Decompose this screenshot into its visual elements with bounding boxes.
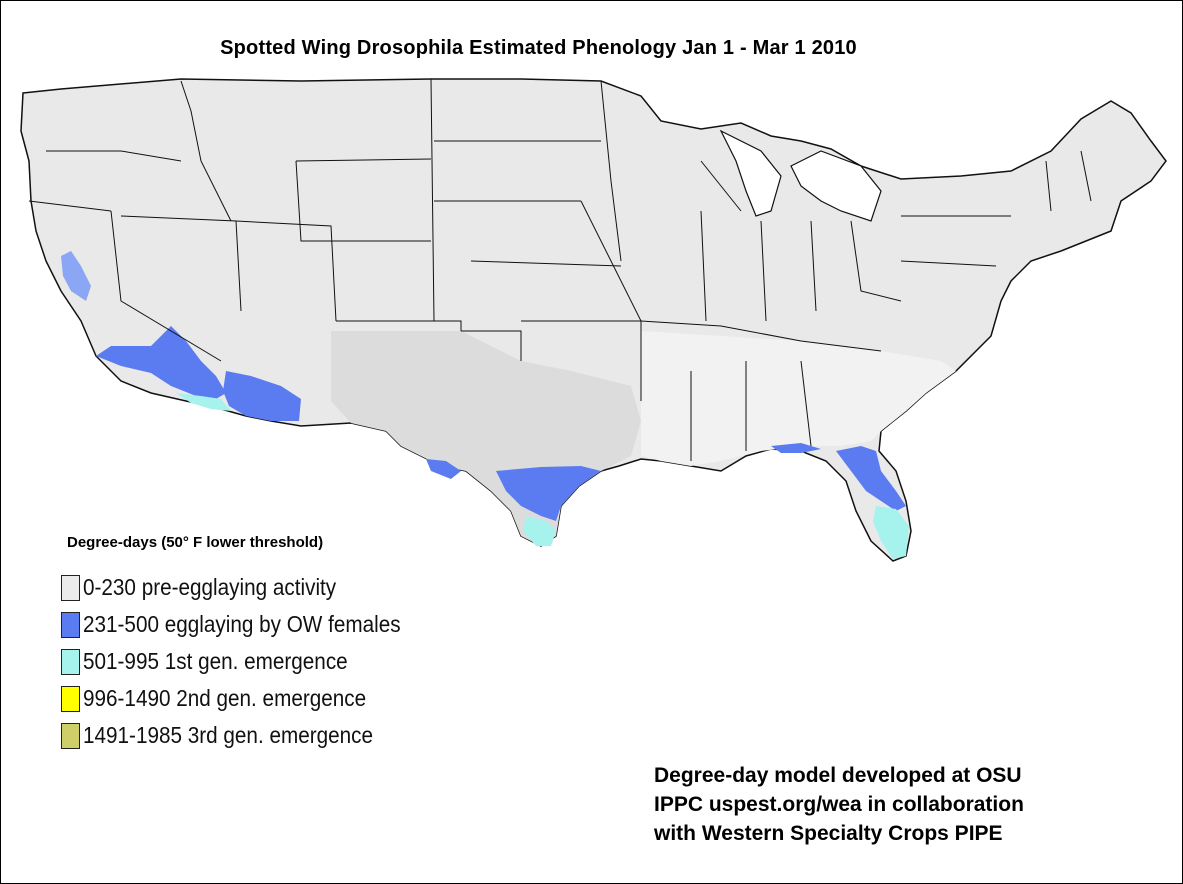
- credits-line-1: IPPC uspest.org/wea in collaboration: [654, 793, 1024, 816]
- state-borders: [28, 78, 1092, 461]
- legend: 0-230 pre-egglaying activity 231-500 egg…: [61, 569, 436, 754]
- legend-label-3: 996-1490 2nd gen. emergence: [83, 685, 367, 711]
- legend-item-2: 501-995 1st gen. emergence: [61, 643, 436, 680]
- legend-item-0: 0-230 pre-egglaying activity: [61, 569, 436, 606]
- zone-texas-south: [496, 466, 601, 521]
- legend-title: Degree-days (50° F lower threshold): [67, 534, 324, 551]
- zone-gulf-coast: [771, 443, 821, 453]
- legend-label-2: 501-995 1st gen. emergence: [83, 648, 348, 674]
- legend-item-3: 996-1490 2nd gen. emergence: [61, 680, 436, 717]
- zone-socal-cyan: [176, 393, 231, 411]
- legend-swatch-4: [61, 722, 80, 749]
- us-land: [20, 78, 1167, 562]
- legend-label-0: 0-230 pre-egglaying activity: [83, 574, 337, 600]
- zone-arizona: [223, 371, 301, 421]
- legend-swatch-0: [61, 574, 80, 601]
- zone-california-coast: [96, 326, 226, 399]
- legend-swatch-1: [61, 611, 80, 638]
- legend-label-4: 1491-1985 3rd gen. emergence: [83, 722, 374, 748]
- legend-item-1: 231-500 egglaying by OW females: [61, 606, 436, 643]
- credits-line-2: with Western Specialty Crops PIPE: [654, 822, 1003, 845]
- credits: Degree-day model developed at OSU IPPC u…: [654, 761, 1024, 848]
- map-title: Spotted Wing Drosophila Estimated Phenol…: [220, 37, 857, 59]
- southeast-shading: [641, 331, 956, 466]
- zone-florida-cyan: [873, 506, 909, 559]
- legend-swatch-2: [61, 648, 80, 675]
- credits-line-0: Degree-day model developed at OSU: [654, 764, 1022, 787]
- great-lakes: [719, 129, 882, 222]
- legend-label-1: 231-500 egglaying by OW females: [83, 611, 401, 637]
- zone-texas-west: [426, 459, 461, 479]
- legend-swatch-3: [61, 685, 80, 712]
- zone-florida: [836, 446, 906, 511]
- legend-item-4: 1491-1985 3rd gen. emergence: [61, 717, 436, 754]
- zone-california-valley: [61, 251, 91, 301]
- zone-texas-tip-cyan: [523, 516, 556, 546]
